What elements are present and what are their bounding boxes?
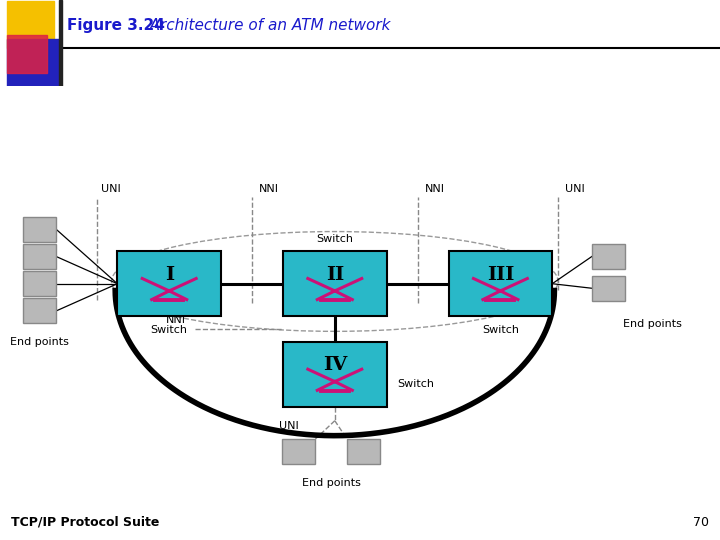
Text: NNI: NNI: [259, 184, 279, 194]
Bar: [283, 251, 387, 316]
Text: End points: End points: [302, 477, 361, 488]
Text: 70: 70: [693, 516, 709, 529]
Text: UNI: UNI: [101, 184, 120, 194]
Text: III: III: [487, 266, 514, 284]
Bar: [347, 439, 380, 464]
Text: Switch: Switch: [316, 234, 354, 244]
Text: End points: End points: [10, 337, 69, 347]
Text: NNI: NNI: [166, 314, 186, 325]
Bar: [117, 251, 221, 316]
Bar: [282, 439, 315, 464]
Bar: [23, 244, 56, 269]
Bar: [23, 299, 56, 323]
Bar: [449, 251, 552, 316]
Text: II: II: [325, 266, 344, 284]
Text: I: I: [165, 266, 174, 284]
Text: Switch: Switch: [482, 326, 519, 335]
Text: TCP/IP Protocol Suite: TCP/IP Protocol Suite: [11, 516, 159, 529]
Text: IV: IV: [323, 356, 347, 374]
Text: Switch: Switch: [150, 326, 188, 335]
Text: End points: End points: [623, 319, 682, 329]
Bar: [23, 217, 56, 242]
Bar: [283, 342, 387, 407]
Text: Figure 3.24: Figure 3.24: [67, 18, 165, 33]
Text: Architecture of an ATM network: Architecture of an ATM network: [135, 18, 391, 33]
Bar: [592, 244, 625, 269]
Bar: [7, 1, 54, 48]
Bar: [59, 0, 62, 86]
Text: Switch: Switch: [397, 379, 434, 388]
Bar: [592, 276, 625, 301]
Text: UNI: UNI: [279, 421, 299, 431]
Bar: [23, 271, 56, 296]
Text: NNI: NNI: [425, 184, 445, 194]
Bar: [7, 39, 61, 86]
Text: UNI: UNI: [565, 184, 585, 194]
Bar: [7, 35, 47, 73]
